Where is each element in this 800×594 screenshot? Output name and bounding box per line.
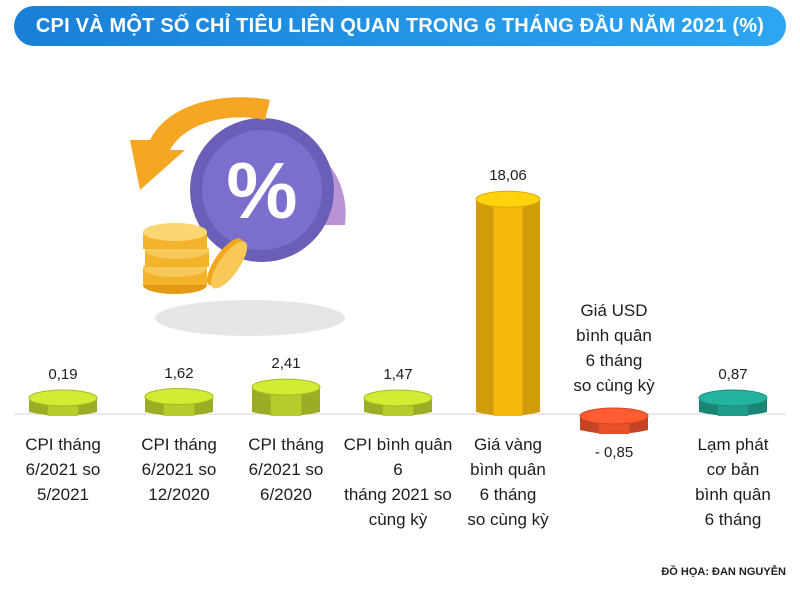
value-label-0: 0,19 <box>48 366 78 383</box>
bar-cap <box>144 388 214 406</box>
category-label-6: Lạm phát cơ bản bình quân 6 tháng <box>695 435 771 529</box>
chart-title: CPI VÀ MỘT SỐ CHỈ TIÊU LIÊN QUAN TRONG 6… <box>35 14 765 37</box>
category-label-2: CPI tháng 6/2021 so 6/2020 <box>248 435 324 504</box>
category-label-5: Giá USD bình quân 6 tháng so cùng kỳ <box>573 301 655 395</box>
bar-0 <box>28 389 98 416</box>
percent-coin-icon: % <box>130 97 346 336</box>
bar-2 <box>251 378 321 416</box>
category-label-1: CPI tháng 6/2021 so 12/2020 <box>141 435 217 504</box>
value-label-2: 2,41 <box>271 355 301 373</box>
value-label-3: 1,47 <box>383 366 413 383</box>
value-label-5: - 0,85 <box>594 444 634 461</box>
bar-cap <box>579 407 649 425</box>
title-banner: CPI VÀ MỘT SỐ CHỈ TIÊU LIÊN QUAN TRONG 6… <box>14 6 786 46</box>
category-label-3: CPI bình quân 6 tháng 2021 so cùng kỳ <box>343 435 453 529</box>
bar-1 <box>144 388 214 416</box>
bar-cap <box>251 378 321 396</box>
bar-5 <box>579 407 649 434</box>
bars <box>28 190 768 434</box>
bar-cap <box>475 190 541 208</box>
category-label-4: Giá vàng bình quân 6 tháng so cùng kỳ <box>467 435 549 529</box>
value-label-4: 18,06 <box>489 167 527 185</box>
credit: ĐỒ HỌA: ĐAN NGUYỄN <box>661 566 786 578</box>
bar-3 <box>363 389 433 416</box>
bar-cap <box>28 389 98 407</box>
svg-text:%: % <box>226 146 297 235</box>
bar-6 <box>698 389 768 416</box>
bar-cap <box>698 389 768 407</box>
category-label-0: CPI tháng 6/2021 so 5/2021 <box>25 435 101 504</box>
bar-cap <box>363 389 433 407</box>
bar-facet <box>493 199 523 416</box>
bar-4 <box>475 190 541 416</box>
value-label-6: 0,87 <box>718 366 748 383</box>
value-label-1: 1,62 <box>164 364 194 382</box>
